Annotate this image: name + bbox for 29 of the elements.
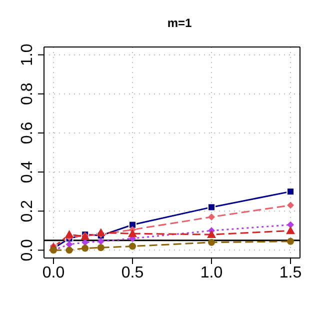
y-tick-label: 0.4 <box>19 160 36 184</box>
y-tick-label: 0.2 <box>19 200 36 222</box>
point <box>286 188 295 196</box>
point <box>208 203 216 212</box>
point <box>96 228 106 236</box>
point <box>287 221 294 228</box>
x-tick-label: 0.5 <box>121 264 144 282</box>
point <box>66 240 73 248</box>
point <box>208 238 216 246</box>
x-tick-label: 1.0 <box>200 264 223 282</box>
x-tick-label: 0.0 <box>42 264 65 282</box>
y-tick-label: 0.0 <box>19 238 36 262</box>
y-tick-label: 1.0 <box>19 44 36 66</box>
point <box>286 226 296 234</box>
point <box>287 238 294 245</box>
point <box>97 238 104 245</box>
point <box>82 244 89 252</box>
y-tick-label: 0.6 <box>19 122 36 144</box>
point <box>64 230 74 238</box>
y-tick-label: 0.8 <box>19 82 36 106</box>
chart-title: m=1 <box>166 15 193 32</box>
x-tick-label: 1.5 <box>279 264 302 282</box>
point <box>208 213 216 220</box>
point <box>97 244 104 252</box>
point <box>128 229 137 238</box>
point <box>287 202 294 209</box>
point <box>128 242 136 250</box>
point <box>66 246 73 254</box>
point <box>207 230 216 238</box>
